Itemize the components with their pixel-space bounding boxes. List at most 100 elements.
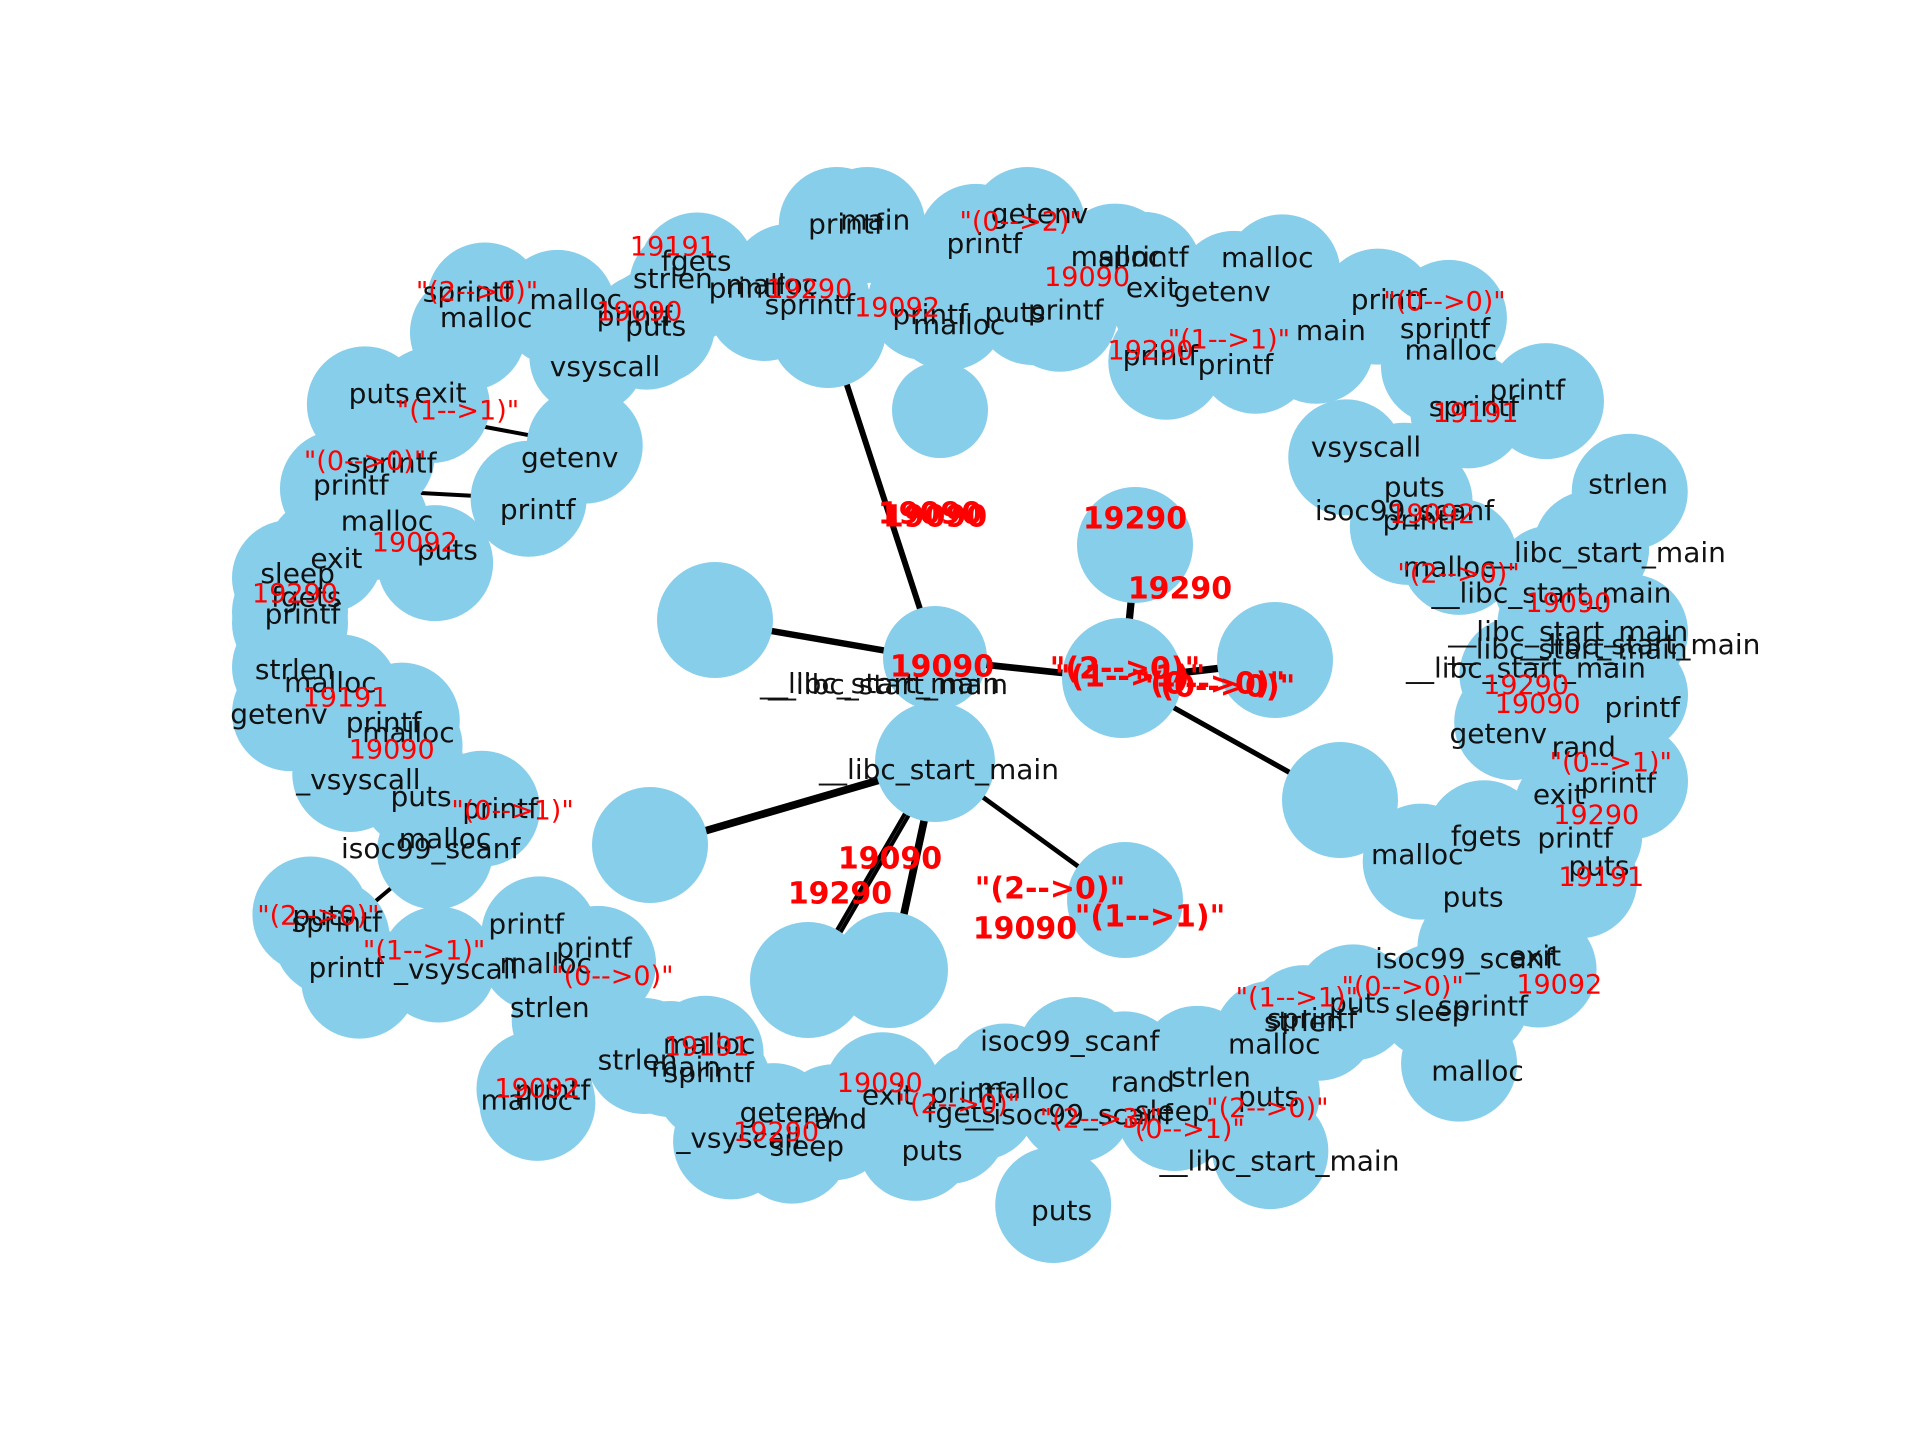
- ring-node-label-31: exit: [862, 1079, 914, 1112]
- ring-node-label-61: fgets: [271, 580, 341, 613]
- ring-edge-label-3: 19092: [1516, 969, 1602, 1000]
- ring-node-label-63: exit: [310, 542, 362, 575]
- ring-node-49: [252, 856, 369, 973]
- hub-node-6: [657, 562, 773, 678]
- ring-node-label-105: puts: [1384, 470, 1445, 503]
- ring-node-label-114: __libc_start_main: [1447, 633, 1688, 666]
- ring-node-label-66: printf: [313, 468, 390, 501]
- ring-node-label-71: getenv: [521, 441, 619, 474]
- graph-nodes: [232, 167, 1688, 1263]
- ring-node-label-27: malloc: [977, 1072, 1070, 1105]
- ring-node-label-69: puts: [349, 377, 410, 410]
- ring-node-71: [526, 387, 643, 504]
- ring-edge-label-36: "(2-->0)": [1397, 559, 1519, 590]
- ring-edge-label-14: "(0-->0)": [551, 961, 673, 992]
- ring-edge-label-16: "(2-->0)": [257, 901, 379, 932]
- hub-node-12: [1282, 742, 1398, 858]
- ring-node-label-58: malloc: [284, 666, 377, 699]
- ring-node-label-32: rand: [803, 1103, 867, 1136]
- edge-line-2-double: [829, 331, 940, 663]
- ring-node-label-7: puts: [1568, 850, 1629, 883]
- ring-node-label-87: printf: [946, 227, 1023, 260]
- hub-node-11: [1217, 602, 1333, 718]
- ring-node-label-93: exit: [1126, 271, 1178, 304]
- ring-node-label-97: printf: [1198, 348, 1275, 381]
- ring-node-109: [1401, 498, 1518, 615]
- ring-edge-label-38: 19290: [1483, 670, 1569, 701]
- ring-node-label-51: isoc99_scanf: [341, 832, 521, 865]
- ring-node-label-74: vsyscall: [550, 350, 660, 383]
- ring-node-label-22: sleep: [1135, 1095, 1210, 1128]
- ring-node-label-20: __libc_start_main: [1159, 1145, 1400, 1178]
- hub-node-2: [875, 702, 995, 822]
- hub-node-9: [832, 912, 948, 1028]
- ring-node-label-98: main: [1296, 314, 1366, 347]
- ring-edge-label-37: 19090: [1525, 588, 1611, 619]
- ring-node-label-106: isoc99_scanf: [1315, 494, 1495, 527]
- ring-node-label-73: sprintf: [423, 275, 514, 308]
- ring-node-label-112: __libc_start_main: [1447, 615, 1688, 648]
- ring-node-label-100: sprintf: [1400, 312, 1491, 345]
- ring-edge-label-15: "(1-->1)": [363, 936, 485, 967]
- ring-node-label-6: fgets: [1451, 820, 1521, 853]
- ring-node-label-30: puts: [902, 1134, 963, 1167]
- ring-node-label-28: printf: [930, 1076, 1007, 1109]
- ring-node-label-101: malloc: [1405, 333, 1498, 366]
- ring-node-label-99: printf: [1351, 283, 1428, 316]
- ring-edge-label-30: 19090: [1044, 262, 1130, 293]
- ring-node-label-48: sprintf: [292, 905, 383, 938]
- ring-node-label-79: fgets: [661, 244, 731, 277]
- ring-node-88: [969, 167, 1086, 283]
- ring-node-label-52: printf: [462, 792, 539, 825]
- hub-node-5: [1077, 487, 1193, 603]
- ring-edge-label-20: 19290: [252, 578, 338, 609]
- ring-edge-label-24: "(2-->0)": [416, 276, 538, 307]
- hub-edge-label-10: "(0-->0)": [1145, 670, 1295, 705]
- ring-node-label-111: __libc_start_main: [1431, 576, 1672, 609]
- ring-edge-label-8: "(2-->3)": [1040, 1104, 1162, 1135]
- hub-edge-label-8: "(2-->0)": [1050, 652, 1200, 687]
- ring-node-label-64: puts: [417, 533, 478, 566]
- ring-node-label-103: sprintf: [1429, 390, 1520, 423]
- ring-edge-label-33: "(0-->0)": [1383, 286, 1505, 317]
- ring-node-label-39: strlen: [598, 1043, 678, 1076]
- ring-node-label-29: fgets: [926, 1096, 996, 1129]
- ring-node-label-2: rand: [1552, 730, 1616, 763]
- ring-node-104: [1487, 343, 1604, 460]
- ring-edge-label-19: 19191: [303, 683, 389, 714]
- ring-node-label-91: malloc: [1071, 240, 1164, 273]
- ring-node-label-85: printf: [892, 298, 969, 331]
- ring-node-label-14: malloc: [1431, 1055, 1524, 1088]
- hub-edge-label-7: "(1-->1)": [1055, 660, 1205, 695]
- center-node-label-1: __libc_start_main: [818, 753, 1059, 786]
- ring-node-label-60: printf: [265, 597, 342, 630]
- ring-node-label-109: malloc: [1403, 550, 1496, 583]
- ring-node-label-26: puts: [1031, 1194, 1092, 1227]
- ring-edge-label-23: "(1-->1)": [397, 396, 519, 427]
- ring-edge-label-34: 19191: [1433, 398, 1519, 429]
- ring-node-label-84: main: [840, 204, 910, 237]
- ring-node-label-23: rand: [1111, 1066, 1175, 1099]
- ring-node-label-77: puts: [625, 310, 686, 343]
- ring-node-label-70: exit: [415, 377, 467, 410]
- ring-edge-label-0: 19090: [1495, 689, 1581, 720]
- ring-node-label-53: puts: [391, 780, 452, 813]
- ring-node-label-36: sprintf: [664, 1056, 755, 1089]
- ring-node-label-94: printf: [1123, 339, 1200, 372]
- ring-edge-label-25: 19090: [596, 296, 682, 327]
- ring-node-94: [1108, 303, 1225, 420]
- ring-node-label-3: printf: [1581, 767, 1658, 800]
- ring-node-label-78: strlen: [633, 262, 713, 295]
- hub-node-7: [592, 787, 708, 903]
- ring-node-label-10: exit: [1509, 939, 1561, 972]
- ring-node-label-42: strlen: [510, 991, 590, 1024]
- ring-edge-label-18: 19090: [349, 735, 435, 766]
- ring-node-label-95: getenv: [1173, 275, 1271, 308]
- ring-node-label-38: main: [651, 1051, 721, 1084]
- ring-edge-label-21: 19092: [372, 528, 458, 559]
- ring-edge-label-26: 19191: [630, 232, 716, 263]
- ring-node-label-72: malloc: [440, 301, 533, 334]
- ring-node-label-83: printf: [808, 207, 885, 240]
